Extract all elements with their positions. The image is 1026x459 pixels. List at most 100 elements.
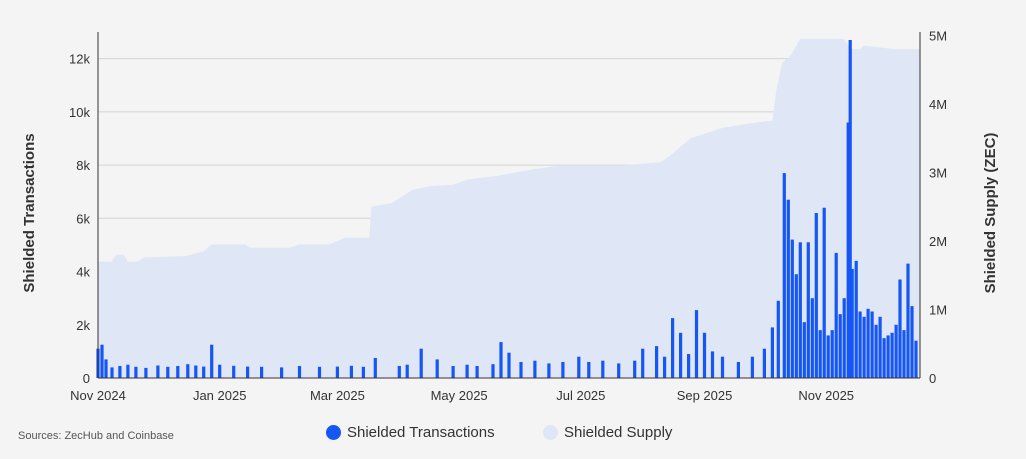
transaction-bar (577, 356, 581, 378)
x-tick-label: Jan 2025 (193, 388, 247, 403)
transaction-bar (750, 356, 754, 378)
transaction-bar (194, 365, 198, 378)
transaction-bar (914, 340, 918, 378)
legend-label-supply: Shielded Supply (564, 424, 673, 441)
transaction-bar (882, 338, 886, 378)
transaction-bar (246, 366, 250, 378)
transaction-bar (694, 310, 699, 378)
left-tick-label: 4k (76, 265, 90, 280)
left-tick-label: 10k (69, 105, 90, 120)
transaction-bar (874, 324, 878, 378)
right-tick-label: 4M (929, 97, 947, 112)
transaction-bar (210, 344, 214, 378)
transaction-bar (166, 366, 170, 378)
transaction-bar (671, 318, 675, 378)
left-axis-label: Shielded Transactions (21, 133, 38, 292)
legend-item-transactions: Shielded Transactions (326, 424, 495, 441)
transaction-bar (633, 360, 637, 378)
transaction-bar (547, 363, 551, 378)
transaction-bar (126, 364, 130, 378)
legend-swatch-supply (543, 425, 558, 440)
x-tick-label: Mar 2025 (310, 388, 365, 403)
transaction-bar (910, 306, 914, 378)
transaction-bar (858, 311, 862, 378)
axes (97, 32, 921, 379)
transaction-bar (641, 348, 645, 378)
transaction-bar (862, 316, 866, 378)
shielded-transactions-bars (96, 40, 918, 378)
x-tick-label: Sep 2025 (677, 388, 733, 403)
x-tick-label: May 2025 (431, 388, 488, 403)
transaction-bar (617, 363, 621, 378)
right-tick-label: 2M (929, 234, 947, 249)
transaction-bar (814, 213, 818, 378)
transaction-bar (202, 366, 206, 378)
transaction-bar (720, 356, 725, 378)
x-tick-label: Nov 2024 (70, 388, 126, 403)
transaction-bar (842, 298, 846, 378)
left-tick-label: 8k (76, 158, 90, 173)
transaction-bar (335, 366, 339, 378)
transaction-bar (790, 239, 794, 378)
transaction-bar (762, 348, 766, 378)
transaction-bar (475, 366, 479, 378)
transaction-bar (822, 207, 826, 378)
transaction-bar (776, 300, 780, 378)
transaction-bar (687, 354, 691, 378)
transaction-bar (902, 330, 906, 378)
transaction-bar (878, 316, 882, 378)
right-tick-label: 5M (929, 28, 947, 43)
legend-item-supply: Shielded Supply (543, 424, 672, 441)
transaction-bar (405, 364, 409, 378)
transaction-bar (702, 332, 707, 378)
transaction-bar (361, 366, 365, 378)
transaction-bar (465, 364, 469, 378)
transaction-bar (782, 173, 786, 378)
transaction-bar (834, 252, 838, 378)
transaction-bar (280, 367, 284, 378)
transaction-bar (818, 330, 822, 378)
transaction-bar (830, 330, 834, 378)
transaction-bar (806, 242, 810, 378)
x-tick-label: Jul 2025 (556, 388, 605, 403)
transaction-bar (890, 332, 894, 378)
legend-label-transactions: Shielded Transactions (347, 424, 495, 441)
transaction-bar (663, 356, 667, 378)
transaction-bar (886, 335, 890, 378)
transaction-bar (810, 298, 814, 378)
legend: Shielded Transactions Shielded Supply (0, 424, 1026, 448)
transaction-bar (317, 366, 322, 378)
left-axis-ticks: 0 2k 4k 6k 8k 10k 12k (69, 52, 90, 386)
right-tick-label: 1M (929, 302, 947, 317)
transaction-bar (435, 359, 439, 378)
shielded-supply-area (98, 38, 920, 379)
transaction-bar (451, 366, 455, 378)
transaction-bar (894, 324, 898, 378)
transaction-bar (100, 344, 104, 378)
right-axis-ticks: 0 1M 2M 3M 4M 5M (929, 28, 947, 386)
transaction-bar (838, 314, 842, 378)
transaction-bar (601, 360, 605, 378)
right-tick-label: 3M (929, 165, 947, 180)
transaction-bar (491, 364, 495, 378)
transaction-bar (587, 362, 591, 378)
transaction-bar (866, 308, 870, 378)
transaction-bar (349, 365, 353, 378)
right-axis-label: Shielded Supply (ZEC) (982, 133, 999, 294)
transaction-bar (850, 268, 854, 378)
transaction-bar (906, 263, 910, 378)
transaction-bar (186, 364, 190, 378)
transaction-bar (898, 279, 902, 378)
transaction-bar (870, 311, 874, 378)
transaction-bar (499, 342, 503, 378)
transaction-bar (794, 274, 798, 378)
transaction-bar (104, 359, 108, 378)
transaction-bar (826, 335, 830, 378)
transaction-bar (770, 327, 774, 378)
transaction-bar (798, 242, 802, 378)
transaction-bar (533, 360, 537, 378)
transaction-bar (218, 364, 222, 378)
transaction-bar (519, 362, 523, 378)
left-tick-label: 6k (76, 211, 90, 226)
